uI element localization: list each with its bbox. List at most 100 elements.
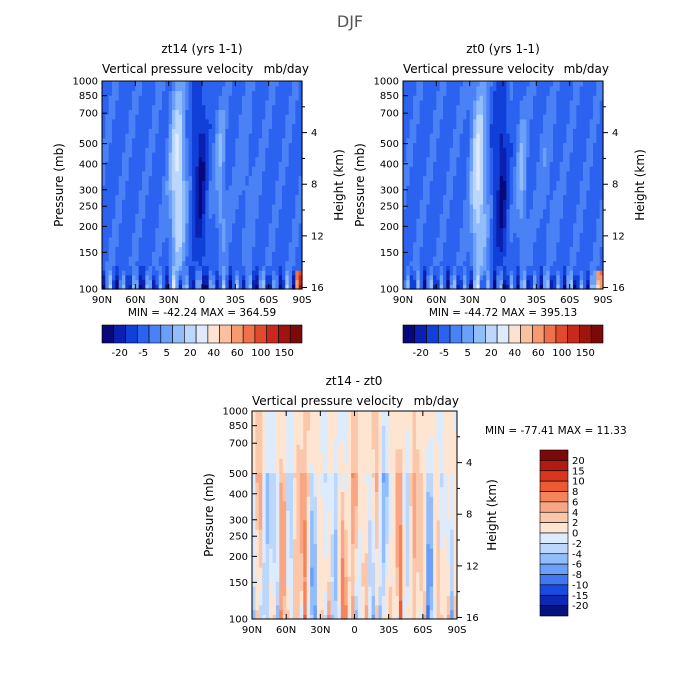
contour-cell — [262, 194, 266, 200]
contour-cell — [212, 218, 216, 224]
contour-cell — [208, 170, 213, 177]
contour-cell — [413, 265, 417, 271]
contour-cell — [158, 128, 163, 134]
contour-cell — [192, 208, 196, 214]
contour-cell — [298, 118, 303, 125]
contour-cell — [489, 218, 494, 224]
contour-cell — [503, 180, 507, 186]
contour-cell — [268, 99, 273, 106]
contour-cell — [105, 166, 110, 172]
contour-cell — [128, 265, 133, 271]
contour-cell — [135, 237, 140, 243]
contour-cell — [148, 123, 153, 129]
contour-cell — [403, 185, 407, 191]
contour-cell — [433, 265, 437, 271]
contour-cell — [272, 270, 276, 276]
contour-cell — [506, 180, 511, 186]
contour-cell — [235, 208, 240, 214]
contour-cell — [275, 227, 280, 233]
contour-cell — [265, 274, 270, 281]
contour-cell — [195, 222, 200, 229]
contour-cell — [115, 128, 120, 134]
contour-cell — [292, 194, 296, 200]
contour-cell — [215, 208, 220, 214]
contour-cell — [285, 227, 290, 233]
contour-cell — [242, 170, 246, 177]
contour-cell — [413, 175, 417, 181]
contour-cell — [543, 274, 547, 281]
contour-cell — [298, 227, 303, 233]
contour-cell — [162, 156, 166, 162]
contour-cell — [128, 255, 133, 262]
contour-cell — [426, 255, 431, 262]
contour-cell — [168, 166, 173, 172]
contour-cell — [265, 104, 270, 110]
contour-cell — [248, 147, 253, 153]
contour-cell — [202, 274, 206, 281]
contour-cell — [292, 142, 296, 148]
contour-cell — [108, 99, 113, 106]
contour-cell — [155, 161, 160, 167]
contour-cell — [403, 180, 407, 186]
contour-cell — [218, 279, 223, 285]
contour-cell — [429, 189, 434, 196]
contour-cell — [489, 251, 494, 257]
contour-cell — [493, 185, 497, 191]
contour-cell — [205, 90, 210, 96]
contour-cell — [162, 185, 166, 191]
contour-cell — [125, 137, 130, 144]
contour-cell — [599, 227, 604, 233]
contour-cell — [212, 270, 216, 276]
contour-cell — [553, 251, 557, 257]
contour-cell — [245, 123, 250, 129]
contour-cell — [145, 151, 150, 158]
contour-cell — [148, 279, 153, 285]
contour-cell — [225, 227, 230, 233]
contour-cell — [185, 189, 190, 196]
contour-cell — [469, 213, 474, 219]
contour-cell — [456, 255, 461, 262]
contour-cell — [426, 189, 431, 196]
contour-cell — [222, 109, 226, 115]
contour-cell — [268, 194, 273, 200]
contour-cell — [298, 85, 303, 92]
contour-cell — [188, 232, 193, 238]
contour-cell — [479, 185, 484, 191]
contour-cell — [152, 128, 156, 134]
contour-cell — [406, 170, 411, 177]
contour-cell — [188, 279, 193, 285]
contour-cell — [586, 232, 591, 238]
contour-cell — [118, 255, 123, 262]
contour-cell — [406, 189, 411, 196]
contour-cell — [513, 222, 517, 229]
contour-cell — [483, 222, 487, 229]
contour-cell — [142, 203, 146, 210]
contour-cell — [102, 260, 106, 266]
contour-cell — [479, 175, 484, 181]
contour-cell — [245, 274, 250, 281]
contour-cell — [212, 213, 216, 219]
contour-cell — [205, 222, 210, 229]
colorbar-label: 60 — [231, 348, 244, 359]
contour-cell — [145, 81, 150, 87]
contour-cell — [282, 194, 286, 200]
contour-cell — [268, 185, 273, 191]
contour-cell — [128, 151, 133, 158]
contour-cell — [556, 189, 561, 196]
contour-cell — [295, 218, 300, 224]
contour-cell — [242, 175, 246, 181]
contour-cell — [463, 199, 467, 205]
contour-cell — [192, 185, 196, 191]
contour-cell — [185, 274, 190, 281]
contour-cell — [419, 251, 424, 257]
contour-cell — [185, 218, 190, 224]
contour-cell — [258, 114, 263, 120]
contour-cell — [225, 123, 230, 129]
contour-cell — [152, 90, 156, 96]
contour-cell — [546, 189, 551, 196]
contour-cell — [546, 260, 551, 266]
contour-cell — [188, 260, 193, 266]
contour-cell — [493, 279, 497, 285]
contour-cell — [242, 265, 246, 271]
contour-cell — [496, 265, 501, 271]
